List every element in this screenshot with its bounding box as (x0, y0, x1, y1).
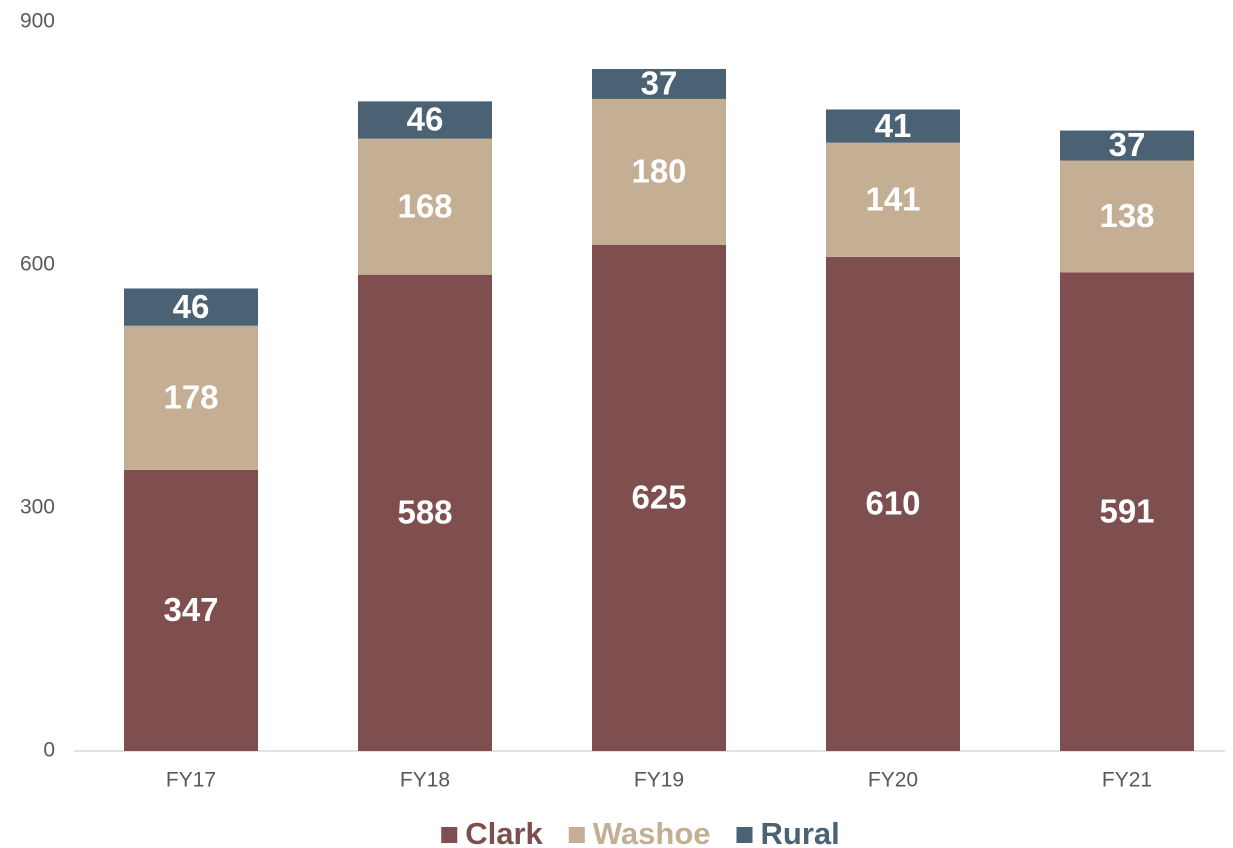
data-label: 610 (865, 485, 920, 522)
bar-segment (358, 101, 492, 139)
legend-label: Washoe (593, 816, 711, 848)
data-label: 41 (875, 107, 912, 144)
bar-segment (592, 244, 726, 751)
y-tick-label: 600 (20, 253, 55, 276)
bar-segment (592, 68, 726, 99)
x-tick-label: FY21 (1102, 769, 1152, 792)
y-tick-label: 900 (20, 10, 55, 33)
data-label: 180 (631, 153, 686, 190)
bar-segment (124, 469, 258, 751)
bar-segment (358, 274, 492, 751)
legend-swatch (568, 827, 585, 843)
data-label: 625 (631, 479, 686, 516)
x-tick-label: FY19 (634, 769, 684, 792)
data-label: 37 (1109, 126, 1146, 163)
bar-segment (358, 138, 492, 275)
bar-segment (1060, 160, 1194, 273)
bar-segment (1060, 130, 1194, 161)
bar-segment (1060, 272, 1194, 751)
data-label: 46 (407, 101, 444, 138)
data-label: 46 (173, 288, 210, 325)
data-label: 37 (641, 65, 678, 102)
bar-segment (826, 142, 960, 257)
x-tick-label: FY20 (868, 769, 918, 792)
y-tick-label: 0 (43, 739, 55, 762)
bar-segment (826, 256, 960, 751)
bar-segment (124, 325, 258, 470)
x-tick-label: FY17 (166, 769, 216, 792)
bar-segment (124, 288, 258, 326)
data-label: 138 (1099, 197, 1154, 234)
legend-label: Rural (761, 816, 840, 848)
legend-swatch (441, 827, 458, 843)
x-tick-label: FY18 (400, 769, 450, 792)
y-tick-label: 300 (20, 496, 55, 519)
data-label: 347 (163, 591, 218, 628)
bar-segment (592, 98, 726, 245)
data-label: 178 (163, 379, 218, 416)
data-label: 168 (397, 187, 452, 224)
data-label: 588 (397, 494, 452, 531)
data-label: 591 (1099, 492, 1154, 529)
legend-label: Clark (465, 816, 543, 848)
data-label: 141 (865, 181, 920, 218)
legend-swatch (736, 827, 753, 843)
bar-segment (826, 109, 960, 143)
